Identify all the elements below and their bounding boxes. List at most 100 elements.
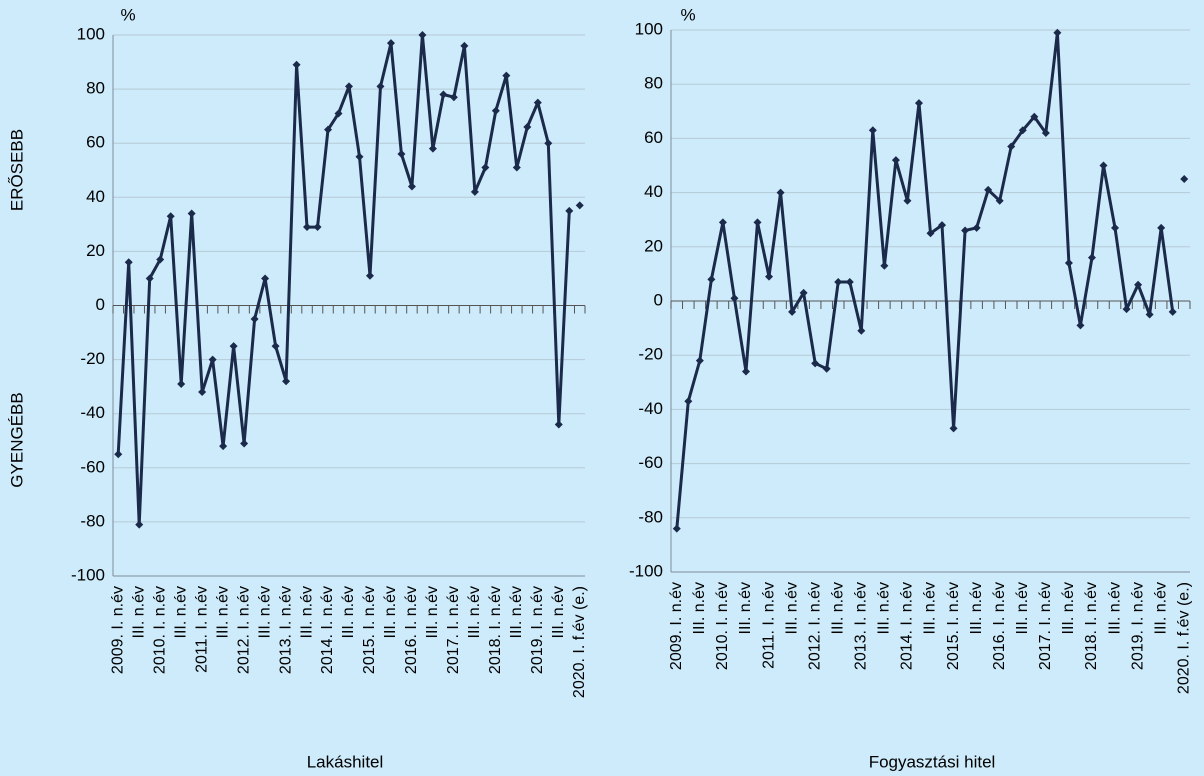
y-tick-label: 60: [86, 133, 105, 152]
data-point: [523, 122, 532, 131]
x-tick-label: III. n.év: [1106, 582, 1123, 634]
x-axis-title: Lakáshitel: [307, 752, 384, 771]
data-point: [565, 206, 574, 215]
x-tick-label: III. n.év: [508, 586, 525, 638]
x-tick-label: III. n.év: [130, 586, 147, 638]
data-point: [880, 261, 889, 270]
y-tick-label: -40: [80, 403, 105, 422]
x-tick-label: III. n.év: [214, 586, 231, 638]
data-point: [292, 60, 301, 69]
x-tick-label: 2010. I. n.év: [151, 586, 168, 674]
data-point: [845, 278, 854, 287]
x-tick-label: III. n.év: [737, 582, 754, 634]
x-tick-label: 2015. I. n.év: [361, 586, 378, 674]
x-axis-title: Fogyasztási hitel: [869, 752, 996, 771]
data-line: [116, 33, 571, 527]
data-point: [439, 90, 448, 99]
x-tick-label: 2009. I. n.év: [109, 586, 126, 674]
data-point: [481, 163, 490, 172]
data-point: [926, 229, 935, 238]
data-point: [418, 31, 427, 39]
data-point: [324, 125, 333, 134]
x-tick-label: 2016. I. n.év: [403, 586, 420, 674]
data-point: [533, 98, 542, 107]
data-point: [811, 359, 820, 368]
data-point: [345, 82, 353, 91]
x-tick-label: III. n.év: [256, 586, 273, 638]
data-point: [891, 156, 900, 165]
data-point: [198, 388, 207, 397]
data-point: [1053, 28, 1062, 37]
y-tick-label: 60: [644, 128, 663, 147]
data-point: [718, 218, 727, 227]
data-line: [675, 31, 1175, 529]
y-tick-label: -80: [80, 511, 105, 530]
data-point: [166, 212, 175, 221]
data-point: [741, 367, 750, 376]
y-tick-label: -40: [638, 399, 663, 418]
y-tick-label: 0: [654, 290, 663, 309]
data-point: [334, 109, 343, 118]
data-point: [250, 315, 259, 324]
x-tick-label: 2009. I. n.év: [668, 582, 685, 670]
data-point: [788, 307, 797, 316]
data-point: [868, 126, 877, 135]
data-point: [554, 420, 563, 429]
y-tick-label: 20: [86, 241, 105, 260]
y-tick-label: 100: [77, 24, 105, 43]
data-point: [903, 196, 912, 205]
data-point: [753, 218, 762, 227]
data-point: [449, 93, 458, 102]
data-point: [1018, 126, 1027, 135]
data-point: [386, 39, 395, 48]
y-tick-label: -60: [80, 457, 105, 476]
data-point: [707, 275, 716, 284]
y-tick-label: 80: [86, 79, 105, 98]
x-tick-label: III. n.év: [1014, 582, 1031, 634]
data-point: [135, 520, 144, 529]
data-point: [1157, 223, 1166, 232]
data-point: [799, 288, 808, 297]
x-tick-label: III. n.év: [783, 582, 800, 634]
data-point: [208, 355, 217, 364]
x-tick-label: 2011. I. n.év: [193, 586, 210, 673]
y-tick-label: -100: [629, 561, 663, 580]
x-tick-label: III. n.év: [691, 582, 708, 634]
x-tick-label: 2013. I. n.év: [853, 582, 870, 670]
data-point: [355, 152, 364, 161]
x-tick-label: 2014. I. n.év: [899, 582, 916, 670]
data-point: [544, 139, 553, 148]
data-point: [1134, 280, 1143, 289]
x-tick-label: 2019. I. n.év: [529, 586, 546, 674]
data-point: [313, 223, 322, 232]
data-point: [365, 271, 374, 280]
x-tick-label: III. n.év: [922, 582, 939, 634]
data-point: [995, 196, 1004, 205]
data-point: [984, 185, 993, 194]
data-point: [229, 342, 238, 351]
data-point: [124, 258, 133, 267]
data-point: [502, 71, 511, 80]
y-tick-label: -60: [638, 453, 663, 472]
data-point: [1145, 310, 1154, 319]
data-point: [949, 424, 958, 433]
x-tick-label: III. n.év: [550, 586, 567, 638]
x-tick-label: III. n.év: [424, 586, 441, 638]
annotation: ERŐSEBB: [7, 129, 26, 211]
data-point: [156, 255, 165, 264]
x-tick-label: 2010. I. n.év: [714, 582, 731, 670]
x-tick-label: 2012. I. n.év: [806, 582, 823, 670]
data-point: [1180, 175, 1189, 184]
x-tick-label: 2020. I. f.év (e.): [1175, 582, 1192, 694]
data-point: [672, 524, 681, 533]
x-tick-label: 2016. I. n.év: [991, 582, 1008, 670]
y-tick-label: 40: [86, 187, 105, 206]
data-point: [1168, 307, 1177, 316]
data-point: [177, 379, 186, 388]
data-point: [376, 82, 385, 91]
y-tick-label: 40: [644, 182, 663, 201]
data-point: [114, 450, 123, 459]
y-tick-label: 20: [644, 236, 663, 255]
x-tick-label: 2018. I. n.év: [1083, 582, 1100, 670]
data-point: [491, 106, 500, 115]
